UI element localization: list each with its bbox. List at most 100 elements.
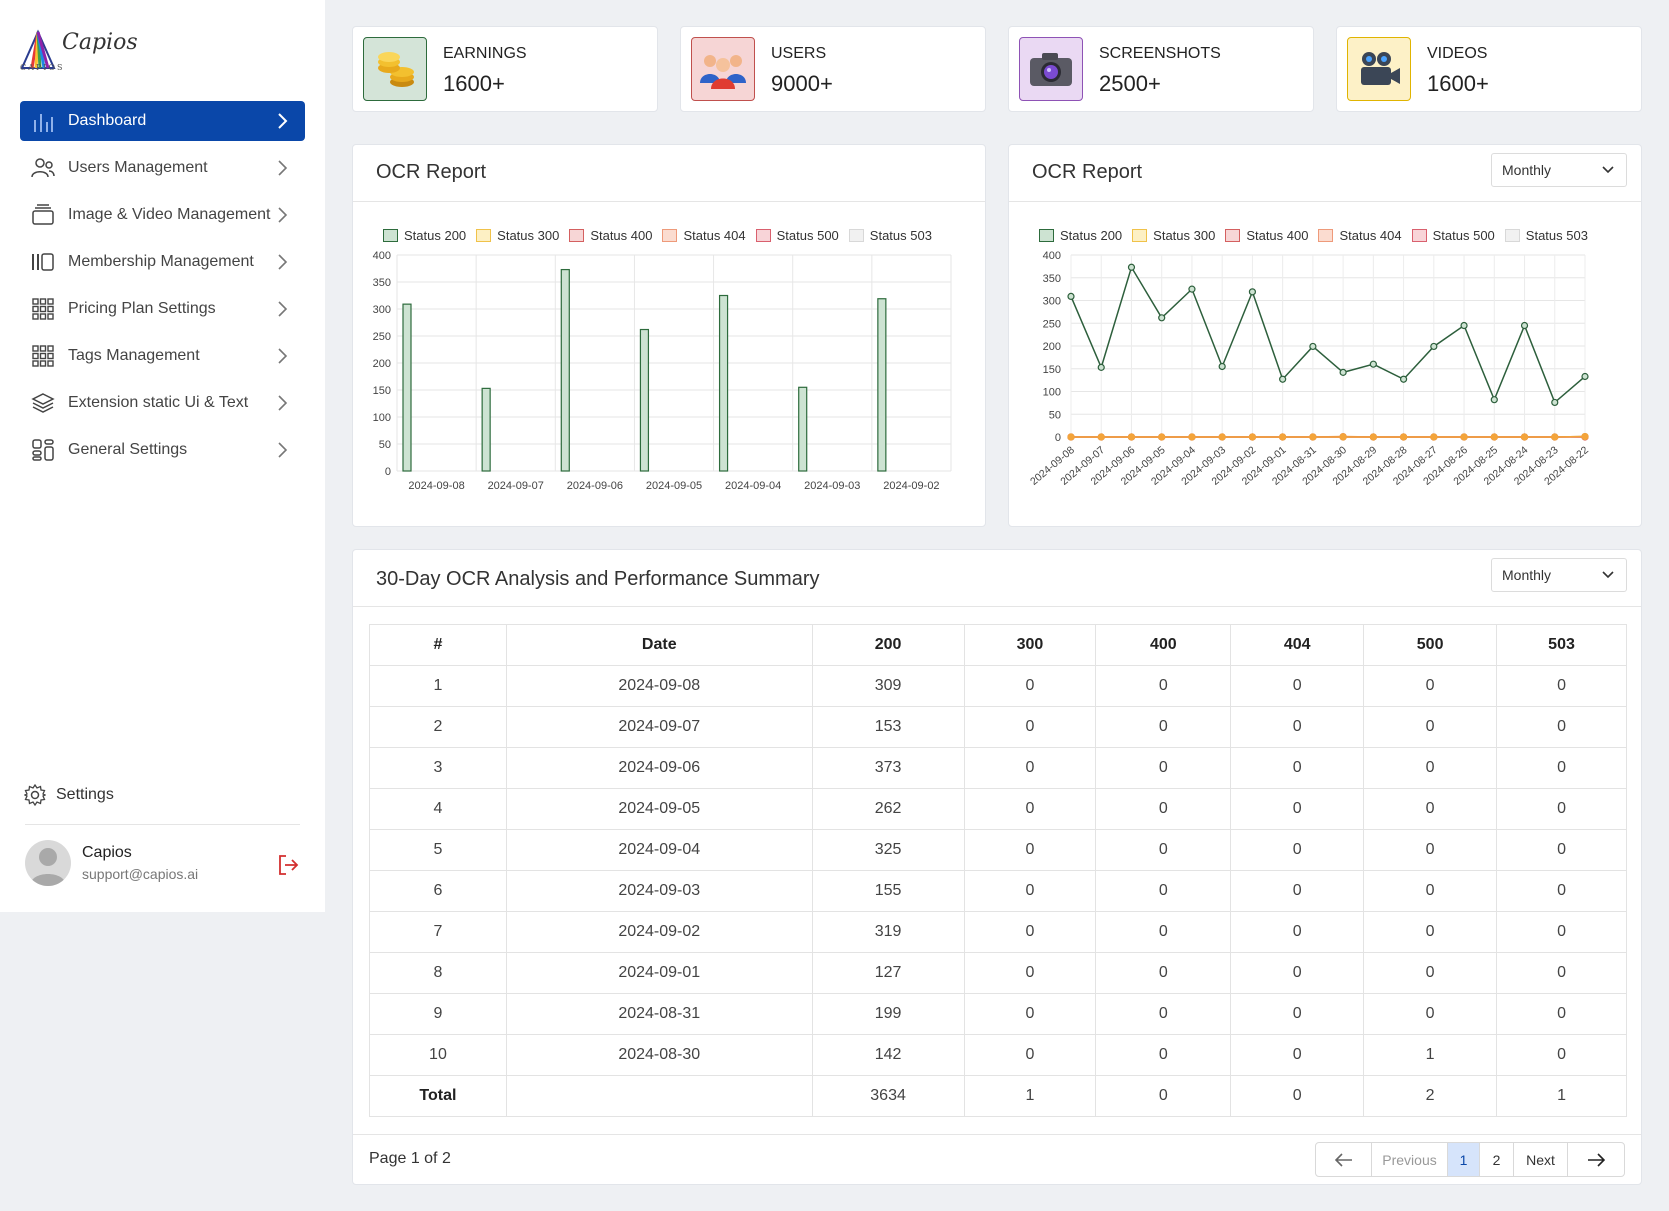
next-arrow-button[interactable] (1568, 1143, 1624, 1176)
legend-item[interactable]: Status 503 (848, 228, 932, 243)
column-header[interactable]: 404 (1230, 624, 1365, 666)
legend-item[interactable]: Status 404 (1318, 228, 1402, 243)
sidebar-item-pricing-plan[interactable]: Pricing Plan Settings (20, 289, 305, 329)
settings-link[interactable]: Settings (24, 784, 114, 806)
table-cell: 0 (1095, 993, 1232, 1035)
legend-label: Status 200 (1060, 228, 1123, 243)
sidebar-item-dashboard[interactable]: Dashboard (20, 101, 305, 141)
column-header[interactable]: 503 (1496, 624, 1627, 666)
column-header[interactable]: 500 (1363, 624, 1498, 666)
table-cell: 0 (963, 665, 1097, 707)
table-cell: 0 (1363, 952, 1498, 994)
stat-label: SCREENSHOTS (1099, 45, 1221, 62)
column-header[interactable]: 400 (1095, 624, 1232, 666)
legend-item[interactable]: Status 503 (1504, 228, 1588, 243)
chevron-right-icon (278, 301, 288, 317)
table-cell: 0 (1095, 788, 1232, 830)
column-header[interactable]: # (369, 624, 507, 666)
table-cell: 0 (1496, 747, 1627, 789)
legend-label: Status 400 (590, 228, 653, 243)
data-point (1490, 433, 1498, 441)
table-cell: 0 (1363, 706, 1498, 748)
legend-swatch (848, 229, 864, 242)
column-header[interactable]: 200 (811, 624, 965, 666)
table-cell: 0 (1363, 993, 1498, 1035)
data-point (1248, 433, 1257, 441)
chevron-down-icon (1602, 571, 1614, 579)
previous-button[interactable]: Previous (1372, 1143, 1448, 1176)
period-dropdown[interactable]: Monthly (1491, 558, 1627, 592)
data-point (1339, 368, 1347, 376)
table-cell: 0 (1095, 706, 1232, 748)
y-tick-label: 300 (1043, 296, 1061, 308)
legend-item[interactable]: Status 400 (569, 228, 652, 243)
logout-icon[interactable] (277, 854, 299, 876)
table-cell: 2024-09-08 (505, 665, 813, 707)
sidebar-item-general-settings[interactable]: General Settings (20, 430, 305, 470)
table-row: 8 2024-09-01 127 0 0 0 0 0 (369, 952, 1627, 994)
data-point (1097, 433, 1105, 441)
legend-swatch (1132, 229, 1148, 242)
total-cell (505, 1075, 813, 1117)
capios-logo-icon[interactable] (18, 28, 128, 74)
y-tick-label: 250 (1043, 318, 1061, 330)
y-tick-label: 0 (1055, 432, 1061, 444)
x-tick-label: 2024-09-07 (488, 480, 544, 492)
sidebar-item-image-video[interactable]: Image & Video Management (20, 195, 305, 235)
page-2-button[interactable]: 2 (1480, 1143, 1514, 1176)
table-cell: 0 (1230, 911, 1365, 953)
next-button[interactable]: Next (1514, 1143, 1568, 1176)
table-cell: 0 (1230, 706, 1365, 748)
user-email: support@capios.ai (82, 866, 199, 882)
column-header[interactable]: Date (505, 624, 813, 666)
total-cell: 0 (1095, 1075, 1232, 1117)
legend-item[interactable]: Status 400 (1225, 228, 1308, 243)
stat-card-screenshots: SCREENSHOTS 2500+ (1008, 26, 1314, 112)
sidebar-item-membership[interactable]: Membership Management (20, 242, 305, 282)
legend-item[interactable]: Status 200 (1039, 228, 1122, 243)
page-1-button[interactable]: 1 (1448, 1143, 1480, 1176)
table-cell: 0 (1496, 993, 1627, 1035)
legend-item[interactable]: Status 300 (1132, 228, 1215, 243)
legend-item[interactable]: Status 500 (1411, 228, 1495, 243)
legend-label: Status 300 (497, 228, 560, 243)
y-tick-label: 350 (1043, 273, 1061, 285)
legend-swatch (662, 229, 678, 242)
data-point (1188, 285, 1196, 293)
settings-label: Settings (56, 786, 114, 803)
table-cell: 2024-09-02 (505, 911, 813, 953)
brand-sub: CAPIOS (20, 63, 65, 72)
total-cell: 1 (1496, 1075, 1627, 1117)
legend-swatch (383, 229, 398, 242)
sidebar-item-tags[interactable]: Tags Management (20, 336, 305, 376)
period-dropdown[interactable]: Monthly (1491, 153, 1627, 187)
coins-icon (363, 37, 427, 101)
legend-item[interactable]: Status 404 (662, 228, 746, 243)
prev-arrow-button[interactable] (1316, 1143, 1372, 1176)
data-point (1279, 433, 1287, 441)
data-point (1218, 433, 1226, 441)
table-cell: 0 (1095, 952, 1232, 994)
columns-icon (30, 250, 56, 274)
legend-label: Status 404 (683, 228, 746, 243)
data-point (1097, 363, 1105, 371)
table-cell: 2024-09-04 (505, 829, 813, 871)
sidebar-item-label: Membership Management (68, 253, 254, 270)
table-row: 9 2024-08-31 199 0 0 0 0 0 (369, 993, 1627, 1035)
sidebar-item-label: Users Management (68, 159, 208, 176)
table-cell: 3 (369, 747, 507, 789)
user-profile: Capios support@capios.ai (25, 840, 305, 890)
table-cell: 319 (811, 911, 965, 953)
legend-item[interactable]: Status 500 (755, 228, 839, 243)
table-total-row: Total 3634 1 0 0 2 1 (369, 1075, 1627, 1117)
sidebar-item-users[interactable]: Users Management (20, 148, 305, 188)
legend-item[interactable]: Status 300 (476, 228, 559, 243)
column-header[interactable]: 300 (963, 624, 1097, 666)
sidebar-item-extension-static[interactable]: Extension static Ui & Text (20, 383, 305, 423)
legend-swatch (569, 229, 585, 242)
legend-item[interactable]: Status 200 (383, 228, 466, 243)
table-cell: 0 (1363, 665, 1498, 707)
table-row: 4 2024-09-05 262 0 0 0 0 0 (369, 788, 1627, 830)
avatar[interactable] (25, 840, 71, 886)
chevron-right-icon (278, 442, 288, 458)
